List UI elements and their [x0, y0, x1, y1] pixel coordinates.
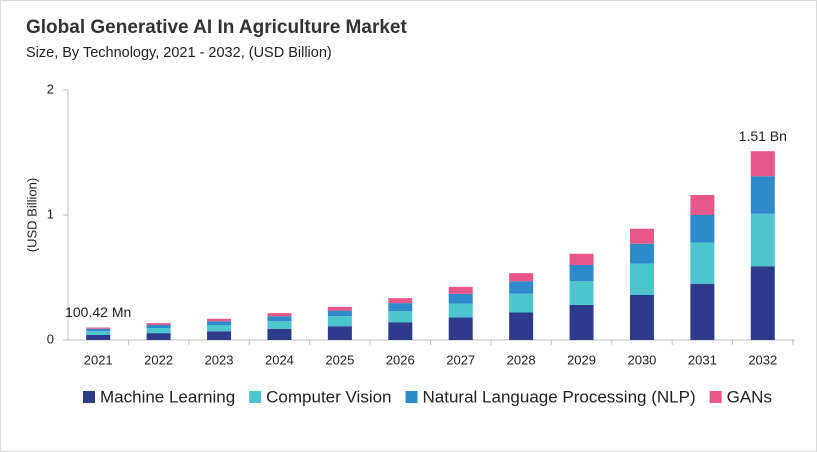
bar-segment [750, 266, 775, 340]
bar-segment [750, 151, 775, 177]
y-axis-label: (USD Billion) [24, 178, 39, 252]
bar-segment [509, 312, 534, 340]
x-tick-label: 2026 [386, 352, 415, 367]
bar-segment [267, 321, 292, 329]
chart-subtitle: Size, By Technology, 2021 - 2032, (USD B… [26, 45, 332, 61]
annotation: 100.42 Mn [65, 304, 131, 320]
bar-segment [448, 286, 473, 294]
bar-segment [629, 243, 654, 264]
bar-segment [690, 215, 715, 243]
bar-segment [207, 321, 232, 325]
x-tick-label: 2028 [507, 352, 536, 367]
bar-segment [569, 305, 594, 340]
x-tick-label: 2025 [325, 352, 354, 367]
y-tick-label: 2 [47, 81, 54, 96]
bar-segment [388, 322, 413, 340]
bar-segment [267, 328, 292, 340]
legend-swatch [709, 391, 722, 403]
legend-swatch [405, 391, 418, 403]
bar-segment [448, 303, 473, 318]
legend-swatch [249, 391, 262, 403]
bar-segment [86, 327, 111, 329]
bar-segment [327, 306, 352, 311]
x-tick-label: 2021 [84, 352, 113, 367]
bar-segment [207, 325, 232, 332]
bar-segment [327, 316, 352, 327]
bar-segment [267, 316, 292, 322]
bar-segment [86, 335, 111, 340]
bar-segment [690, 195, 715, 215]
x-tick-label: 2030 [627, 352, 656, 367]
x-tick-label: 2023 [205, 352, 234, 367]
annotation: 1.51 Bn [739, 128, 787, 144]
bar-segment [207, 331, 232, 340]
bar-segment [690, 242, 715, 284]
bar-segment [629, 263, 654, 295]
x-tick-label: 2027 [446, 352, 475, 367]
x-tick-label: 2031 [688, 352, 717, 367]
bar-segment [569, 281, 594, 305]
bar-segment [629, 228, 654, 244]
legend-swatch [83, 391, 95, 403]
bar-segment [509, 273, 534, 282]
y-tick-label: 1 [47, 206, 54, 221]
legend-label: Machine Learning [100, 387, 235, 406]
bar-segment [448, 293, 473, 304]
bar-segment [509, 281, 534, 294]
bar-segment [388, 298, 413, 304]
bar-segment [146, 325, 171, 329]
bar-segment [86, 331, 111, 335]
bar-segment [569, 265, 594, 282]
bar-segment [267, 313, 292, 317]
legend-label: Computer Vision [266, 387, 391, 406]
chart-title: Global Generative AI In Agriculture Mark… [26, 17, 407, 38]
bar-segment [448, 317, 473, 340]
bar-segment [750, 176, 775, 214]
bar-segment [690, 283, 715, 340]
x-tick-label: 2024 [265, 352, 294, 367]
legend-label: GANs [727, 387, 772, 406]
bar-segment [146, 328, 171, 334]
y-tick-label: 0 [47, 331, 54, 346]
bar-segment [509, 293, 534, 313]
bar-segment [86, 328, 111, 332]
x-tick-label: 2029 [567, 352, 596, 367]
legend-label: Natural Language Processing (NLP) [423, 387, 696, 406]
bar-segment [207, 318, 232, 322]
bar-segment [388, 303, 413, 312]
x-tick-label: 2022 [144, 352, 173, 367]
bar-segment [750, 213, 775, 267]
bar-segment [327, 326, 352, 340]
bar-segment [146, 323, 171, 325]
bar-segment [327, 310, 352, 317]
bar-segment [569, 253, 594, 265]
bar-segment [629, 295, 654, 340]
bar-segment [146, 333, 171, 340]
bar-segment [388, 311, 413, 323]
x-tick-label: 2032 [748, 352, 777, 367]
